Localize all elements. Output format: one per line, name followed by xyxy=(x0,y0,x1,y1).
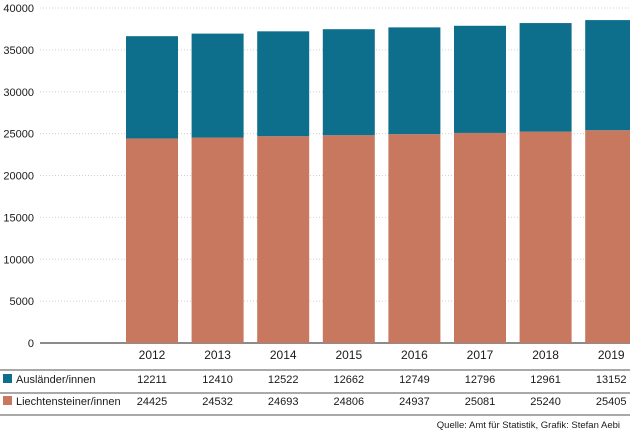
data-label: 25405 xyxy=(596,396,627,408)
source-note: Quelle: Amt für Statistik, Grafik: Stefa… xyxy=(436,420,620,431)
data-label: 25081 xyxy=(465,396,496,408)
data-label: 24425 xyxy=(137,396,168,408)
x-tick-label: 2014 xyxy=(270,348,297,362)
bar-segment xyxy=(191,137,244,343)
data-label: 12961 xyxy=(530,374,561,386)
bar-segment xyxy=(191,33,244,138)
bar-segment xyxy=(585,130,630,343)
bar-segment xyxy=(126,36,178,139)
bar-segment xyxy=(585,20,630,131)
data-label: 24806 xyxy=(334,396,365,408)
x-tick-label: 2016 xyxy=(401,348,428,362)
bar-segment xyxy=(322,135,375,343)
x-tick-label: 2019 xyxy=(598,348,625,362)
legend-label: Ausländer/innen xyxy=(16,374,96,386)
data-label: 12522 xyxy=(268,374,299,386)
x-tick-label: 2013 xyxy=(204,348,231,362)
data-label: 12662 xyxy=(334,374,365,386)
data-label: 12796 xyxy=(465,374,496,386)
bar-segment xyxy=(257,136,310,343)
bar-segment xyxy=(388,27,441,135)
y-tick-label: 25000 xyxy=(3,129,34,141)
bar-segment xyxy=(322,29,375,136)
legend-swatch xyxy=(3,374,12,383)
y-tick-label: 10000 xyxy=(3,254,34,266)
y-tick-label: 5000 xyxy=(10,296,34,308)
y-tick-label: 30000 xyxy=(3,87,34,99)
data-label: 12749 xyxy=(399,374,430,386)
y-tick-label: 40000 xyxy=(3,3,34,15)
y-tick-label: 15000 xyxy=(3,212,34,224)
x-tick-label: 2018 xyxy=(532,348,559,362)
data-label: 24693 xyxy=(268,396,299,408)
bar-segment xyxy=(257,31,310,137)
data-label: 24937 xyxy=(399,396,430,408)
data-label: 24532 xyxy=(202,396,233,408)
x-tick-label: 2012 xyxy=(139,348,166,362)
y-tick-label: 20000 xyxy=(3,171,34,183)
data-label: 12211 xyxy=(137,374,167,386)
data-label: 12410 xyxy=(202,374,233,386)
bar-segment xyxy=(519,23,572,132)
data-label: 13152 xyxy=(596,374,627,386)
x-tick-label: 2017 xyxy=(467,348,494,362)
x-tick-label: 2015 xyxy=(335,348,362,362)
legend-label: Liechtensteiner/innen xyxy=(16,396,121,408)
bar-segment xyxy=(126,138,178,343)
y-tick-label: 0 xyxy=(28,338,34,350)
bar-segment xyxy=(454,132,506,343)
bar-segment xyxy=(388,134,441,343)
data-label: 25240 xyxy=(530,396,561,408)
y-tick-label: 35000 xyxy=(3,45,34,57)
bar-segment xyxy=(454,25,506,133)
legend-swatch xyxy=(3,396,12,405)
bar-segment xyxy=(519,131,572,343)
